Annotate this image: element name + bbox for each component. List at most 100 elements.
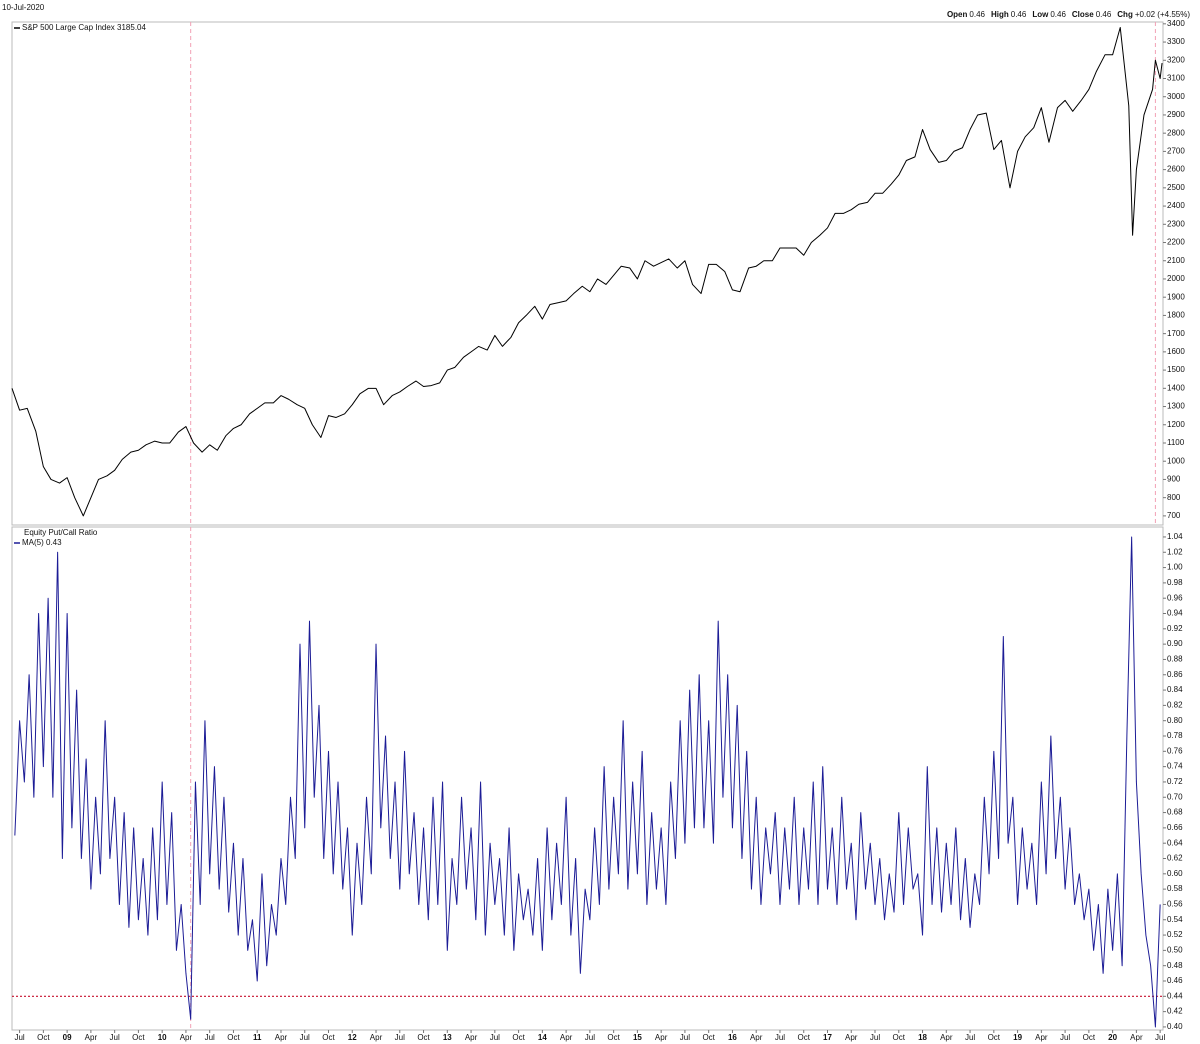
x-tick-label: Jul xyxy=(680,1033,690,1042)
y-tick-label: 2700 xyxy=(1167,147,1185,156)
y-tick-label: 0.84 xyxy=(1167,685,1183,694)
y-tick-label: 2500 xyxy=(1167,183,1185,192)
y-tick-label: 0.58 xyxy=(1167,884,1183,893)
y-tick-label: 1300 xyxy=(1167,402,1185,411)
x-tick-label: Apr xyxy=(275,1033,288,1042)
panel-title: Equity Put/Call Ratio xyxy=(24,528,98,537)
x-tick-label: Jul xyxy=(490,1033,500,1042)
y-tick-label: 0.42 xyxy=(1167,1007,1183,1016)
y-tick-label: 1400 xyxy=(1167,383,1185,392)
y-tick-label: 3000 xyxy=(1167,92,1185,101)
y-tick-label: 2400 xyxy=(1167,201,1185,210)
y-tick-label: 3300 xyxy=(1167,37,1185,46)
y-tick-label: 2300 xyxy=(1167,219,1185,228)
y-tick-label: 900 xyxy=(1167,475,1181,484)
x-tick-label: Oct xyxy=(893,1033,906,1042)
y-tick-label: 0.92 xyxy=(1167,624,1183,633)
y-tick-label: 1000 xyxy=(1167,456,1185,465)
y-tick-label: 0.62 xyxy=(1167,854,1183,863)
y-tick-label: 1500 xyxy=(1167,365,1185,374)
x-tick-label: Apr xyxy=(940,1033,953,1042)
y-tick-label: 0.60 xyxy=(1167,869,1183,878)
y-tick-label: 1100 xyxy=(1167,438,1185,447)
y-tick-label: 3100 xyxy=(1167,74,1185,83)
quote-label: Open xyxy=(947,10,968,19)
y-tick-label: 2600 xyxy=(1167,165,1185,174)
x-tick-label: 09 xyxy=(63,1033,72,1042)
y-tick-label: 0.72 xyxy=(1167,777,1183,786)
series-line xyxy=(11,26,1163,517)
y-tick-label: 0.98 xyxy=(1167,578,1183,587)
quote-value: 0.46 xyxy=(1096,10,1112,19)
y-tick-label: 1900 xyxy=(1167,292,1185,301)
x-tick-label: Apr xyxy=(845,1033,858,1042)
x-tick-label: Jul xyxy=(965,1033,975,1042)
y-tick-label: 1.00 xyxy=(1167,563,1183,572)
x-tick-label: Jul xyxy=(585,1033,595,1042)
y-tick-label: 1700 xyxy=(1167,329,1185,338)
x-tick-label: Oct xyxy=(702,1033,715,1042)
y-tick-label: 0.46 xyxy=(1167,976,1183,985)
x-tick-label: 16 xyxy=(728,1033,737,1042)
y-tick-label: 0.74 xyxy=(1167,762,1183,771)
x-tick-label: Jul xyxy=(1155,1033,1165,1042)
x-tick-label: Oct xyxy=(227,1033,240,1042)
legend-label: MA(5) 0.43 xyxy=(22,538,62,547)
x-tick-label: Oct xyxy=(798,1033,811,1042)
quote-value: 0.46 xyxy=(1011,10,1027,19)
y-tick-label: 0.54 xyxy=(1167,915,1183,924)
y-tick-label: 1.02 xyxy=(1167,547,1183,556)
y-tick-label: 0.64 xyxy=(1167,838,1183,847)
quote-label: Close xyxy=(1072,10,1094,19)
y-tick-label: 0.86 xyxy=(1167,670,1183,679)
y-tick-label: 0.44 xyxy=(1167,991,1183,1000)
y-tick-label: 0.70 xyxy=(1167,792,1183,801)
y-tick-label: 0.96 xyxy=(1167,593,1183,602)
y-tick-label: 0.82 xyxy=(1167,700,1183,709)
y-tick-label: 2900 xyxy=(1167,110,1185,119)
x-tick-label: 15 xyxy=(633,1033,642,1042)
y-tick-label: 800 xyxy=(1167,493,1181,502)
y-tick-label: 0.66 xyxy=(1167,823,1183,832)
x-tick-label: 12 xyxy=(348,1033,357,1042)
x-tick-label: Oct xyxy=(417,1033,430,1042)
y-tick-label: 0.48 xyxy=(1167,961,1183,970)
quote-value: 0.46 xyxy=(1050,10,1066,19)
y-tick-label: 1200 xyxy=(1167,420,1185,429)
quote-value: 0.46 xyxy=(969,10,985,19)
y-tick-label: 1600 xyxy=(1167,347,1185,356)
x-tick-label: 14 xyxy=(538,1033,547,1042)
y-tick-label: 3400 xyxy=(1167,19,1185,28)
quote-label: High xyxy=(991,10,1009,19)
y-tick-label: 0.76 xyxy=(1167,746,1183,755)
y-tick-label: 3200 xyxy=(1167,55,1185,64)
series-line xyxy=(14,536,1161,1028)
quote-value: +0.02 (+4.55%) xyxy=(1135,10,1190,19)
y-tick-label: 0.78 xyxy=(1167,731,1183,740)
panel-frame xyxy=(11,21,1164,526)
quote-line: Open 0.46 High 0.46 Low 0.46 Close 0.46 Chg +0.02… xyxy=(947,10,1190,19)
x-tick-label: Apr xyxy=(370,1033,383,1042)
y-tick-label: 0.68 xyxy=(1167,808,1183,817)
x-tick-label: Oct xyxy=(512,1033,525,1042)
x-tick-label: Jul xyxy=(1060,1033,1070,1042)
x-tick-label: Apr xyxy=(655,1033,668,1042)
y-tick-label: 0.94 xyxy=(1167,609,1183,618)
x-tick-label: Apr xyxy=(750,1033,763,1042)
x-tick-label: 17 xyxy=(823,1033,832,1042)
y-tick-label: 1800 xyxy=(1167,311,1185,320)
x-tick-label: Oct xyxy=(322,1033,335,1042)
x-tick-label: 13 xyxy=(443,1033,452,1042)
x-tick-label: Jul xyxy=(775,1033,785,1042)
x-tick-label: Jul xyxy=(110,1033,120,1042)
x-tick-label: Apr xyxy=(560,1033,573,1042)
y-tick-label: 700 xyxy=(1167,511,1181,520)
x-tick-label: Oct xyxy=(37,1033,50,1042)
x-tick-label: Jul xyxy=(14,1033,24,1042)
y-tick-label: 0.50 xyxy=(1167,945,1183,954)
x-tick-label: 10 xyxy=(158,1033,167,1042)
y-tick-label: 0.90 xyxy=(1167,639,1183,648)
x-tick-label: Apr xyxy=(1130,1033,1143,1042)
